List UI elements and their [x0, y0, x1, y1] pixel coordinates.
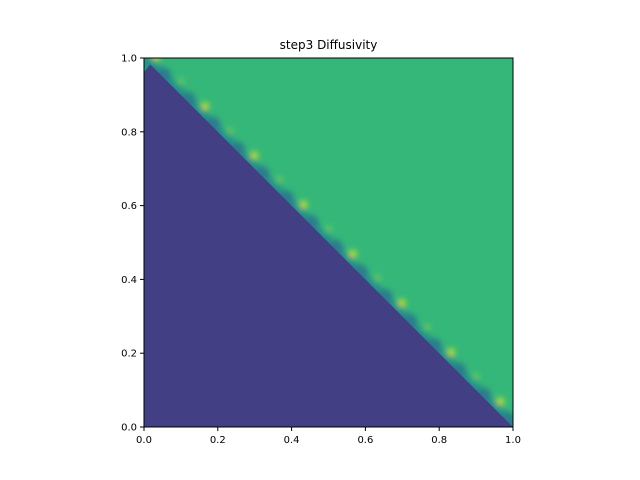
- interface-highlight: [348, 249, 357, 258]
- interface-highlight: [471, 372, 480, 381]
- interface-highlight: [201, 102, 210, 111]
- interface-highlight: [299, 200, 308, 209]
- interface-highlight: [275, 176, 283, 184]
- y-axis: 0.0 0.2 0.4 0.6 0.8 1.0: [121, 54, 144, 434]
- y-tick-label: 0.2: [121, 349, 137, 360]
- low-diffusivity-region: [144, 64, 513, 427]
- y-tick-label: 0.0: [121, 423, 137, 434]
- interface-highlight: [176, 77, 185, 86]
- chart-title: step3 Diffusivity: [280, 38, 378, 52]
- y-tick-label: 0.8: [121, 127, 137, 138]
- interface-highlight: [521, 422, 529, 430]
- interface-highlight: [152, 58, 160, 61]
- interface-highlight: [225, 126, 234, 135]
- axes-frame: [143, 57, 514, 428]
- interface-highlight: [250, 151, 259, 160]
- x-tick-label: 1.0: [505, 435, 521, 446]
- interface-highlight: [447, 348, 456, 357]
- interface-highlight: [373, 274, 382, 283]
- x-tick-label: 0.6: [357, 435, 373, 446]
- interface-highlight: [324, 225, 333, 234]
- y-tick-label: 0.6: [121, 201, 137, 212]
- interface-highlight: [422, 323, 431, 332]
- x-tick-label: 0.2: [210, 435, 226, 446]
- y-tick-label: 1.0: [121, 54, 137, 65]
- x-tick-label: 0.4: [284, 435, 300, 446]
- x-tick-label: 0.8: [431, 435, 447, 446]
- interface-highlight: [496, 397, 505, 406]
- x-tick-label: 0.0: [136, 435, 152, 446]
- heatmap-plot-area: [144, 58, 529, 430]
- x-axis: 0.0 0.2 0.4 0.6 0.8 1.0: [136, 427, 521, 446]
- interface-highlight: [398, 299, 406, 307]
- y-tick-label: 0.4: [121, 275, 137, 286]
